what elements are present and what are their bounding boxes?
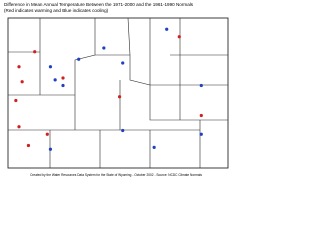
station-dot <box>20 80 24 84</box>
station-dot <box>121 128 125 133</box>
station-dot <box>165 27 169 31</box>
station-dot <box>199 83 203 88</box>
station-dot <box>77 57 81 61</box>
station-dot <box>199 132 203 136</box>
station-dot <box>121 61 125 65</box>
station-dot <box>102 46 106 50</box>
station-dot <box>61 76 65 80</box>
station-dot <box>14 98 18 103</box>
station-dot <box>152 145 156 149</box>
station-dot <box>48 65 53 69</box>
station-dot <box>17 65 21 69</box>
station-dot <box>53 78 57 82</box>
map-footer: Created by the Water Resources Data Syst… <box>30 173 202 177</box>
station-dot <box>177 35 181 39</box>
station-dot <box>33 50 37 54</box>
station-dot <box>61 83 65 88</box>
station-dot <box>199 113 203 118</box>
station-dot <box>117 95 122 99</box>
station-dot <box>45 132 49 136</box>
map-subtitle: (Red indicates warming and Blue indicate… <box>4 8 109 13</box>
station-dot <box>17 125 21 129</box>
county-lines <box>7 17 229 169</box>
map-title: Difference in Mean Annual Temperature Be… <box>4 2 194 7</box>
map: Difference in Mean Annual Temperature Be… <box>4 2 229 177</box>
station-dot <box>48 147 53 151</box>
station-dot <box>26 143 31 148</box>
